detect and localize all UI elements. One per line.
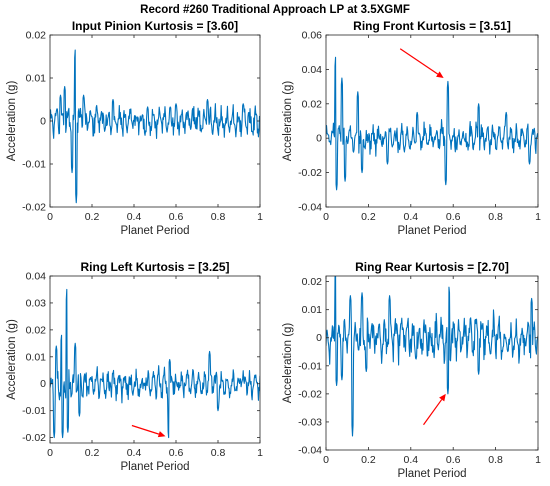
x-tick-label: 1 — [535, 211, 541, 223]
y-tick-label: -0.02 — [22, 202, 46, 214]
x-tick-label: 0 — [323, 454, 329, 466]
y-axis-label: Acceleration (g) — [6, 81, 18, 162]
subplot-4: 0 0.2 0.4 0.6 0.8 1 0.02 0.01 0 -0.01 -0.02 -0.03 -0… — [282, 260, 541, 480]
plot-frame — [49, 275, 261, 444]
x-axis-label: Planet Period — [120, 225, 189, 237]
y-tick-label: -0.03 — [298, 416, 322, 428]
y-tick-label: 0.04 — [302, 64, 323, 76]
x-tick-label: 0.8 — [488, 454, 503, 466]
x-tick-label: 0.2 — [85, 211, 100, 223]
signal-trace — [326, 56, 538, 191]
signal-trace — [50, 288, 260, 439]
y-tick-label: 0.01 — [26, 351, 47, 363]
subplot-2: 0 0.2 0.4 0.6 0.8 1 0.06 0.04 0.02 0 -0.02 -0.04 Rin… — [282, 19, 541, 237]
y-tick-label: 0 — [316, 332, 322, 344]
subplot-title: Ring Front Kurtosis = [3.51] — [353, 19, 511, 33]
x-tick-label: 1 — [257, 211, 263, 223]
y-tick-label: 0.01 — [26, 73, 47, 85]
arrow-annotation — [131, 424, 160, 435]
plot-frame — [325, 275, 539, 451]
subplot-1: 0 0.2 0.4 0.6 0.8 1 0.02 0.01 0 -0.01 -0.02 Input P… — [6, 19, 263, 237]
y-tick-label: -0.04 — [298, 202, 322, 214]
y-tick-label: -0.02 — [22, 432, 46, 444]
x-tick-label: 0.4 — [127, 447, 142, 459]
arrow-head — [439, 393, 446, 402]
y-tick-label: 0.04 — [26, 271, 47, 283]
y-axis-label: Acceleration (g) — [6, 319, 18, 400]
x-tick-label: 0.6 — [169, 447, 184, 459]
x-tick-label: 0.2 — [85, 447, 100, 459]
y-tick-label: 0 — [316, 133, 322, 145]
y-axis-label: Acceleration (g) — [282, 323, 294, 404]
x-tick-label: 1 — [535, 454, 541, 466]
y-tick-label: -0.01 — [298, 360, 322, 372]
y-tick-label: 0 — [40, 378, 46, 390]
subplot-title: Input Pinion Kurtosis = [3.60] — [72, 19, 238, 33]
x-tick-label: 0 — [47, 447, 53, 459]
signal-trace — [50, 49, 260, 204]
y-axis-label: Acceleration (g) — [282, 81, 294, 162]
signal-trace — [326, 276, 538, 437]
y-tick-label: 0.03 — [26, 297, 47, 309]
x-tick-label: 0.8 — [211, 211, 226, 223]
x-tick-label: 0 — [47, 211, 53, 223]
arrow-annotation — [423, 399, 443, 426]
x-tick-label: 0.8 — [211, 447, 226, 459]
y-tick-label: 0.02 — [26, 30, 47, 42]
y-tick-label: 0.06 — [302, 30, 323, 42]
x-tick-label: 0.8 — [488, 211, 503, 223]
y-tick-label: 0.02 — [302, 276, 323, 288]
arrow-head — [436, 71, 444, 78]
x-tick-label: 1 — [257, 447, 263, 459]
subplot-title: Ring Rear Kurtosis = [2.70] — [355, 260, 509, 274]
x-tick-label: 0 — [323, 211, 329, 223]
x-tick-label: 0.6 — [446, 454, 461, 466]
x-tick-label: 0.4 — [127, 211, 142, 223]
arrow-head — [157, 431, 166, 438]
y-tick-label: 0.01 — [302, 304, 323, 316]
x-tick-label: 0.6 — [169, 211, 184, 223]
y-tick-label: 0.02 — [26, 324, 47, 336]
y-tick-label: -0.02 — [298, 388, 322, 400]
y-tick-label: 0.02 — [302, 98, 323, 110]
y-tick-label: -0.01 — [22, 159, 46, 171]
arrow-annotation — [399, 48, 439, 75]
plot-frame — [325, 34, 539, 208]
subplot-3: 0 0.2 0.4 0.6 0.8 1 0.04 0.03 0.02 0.01 0 -0.01 -0.0… — [6, 260, 263, 473]
x-axis-label: Planet Period — [397, 225, 466, 237]
x-axis-label: Planet Period — [397, 468, 466, 480]
x-tick-label: 0.2 — [361, 454, 376, 466]
x-tick-label: 0.4 — [403, 454, 418, 466]
x-axis-label: Planet Period — [120, 461, 189, 473]
y-tick-label: -0.04 — [298, 445, 322, 457]
subplot-title: Ring Left Kurtosis = [3.25] — [80, 260, 229, 274]
x-tick-label: 0.2 — [361, 211, 376, 223]
y-tick-label: -0.02 — [298, 167, 322, 179]
y-tick-label: 0 — [40, 116, 46, 128]
x-tick-label: 0.6 — [446, 211, 461, 223]
figure-title: Record #260 Traditional Approach LP at 3… — [140, 4, 410, 16]
x-tick-label: 0.4 — [403, 211, 418, 223]
y-tick-label: -0.01 — [22, 405, 46, 417]
